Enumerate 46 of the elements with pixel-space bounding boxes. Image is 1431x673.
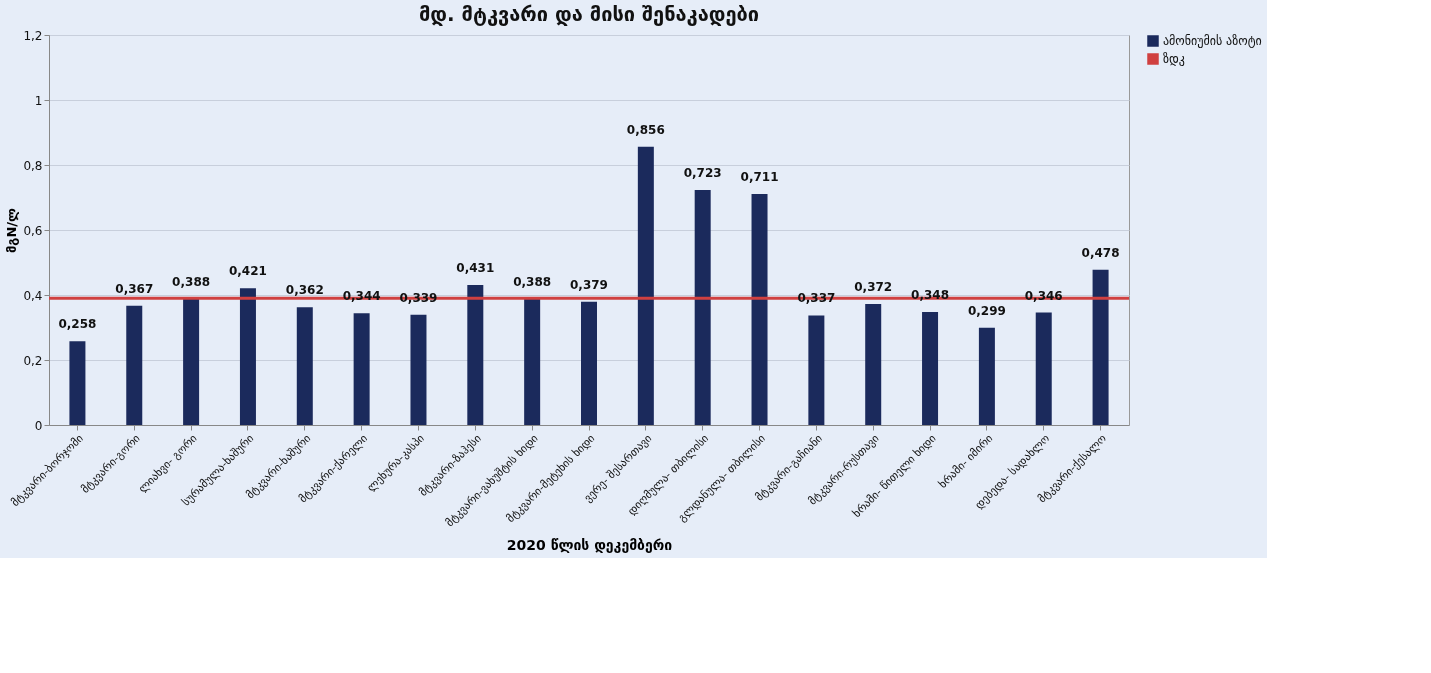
- y-tick-label: 1,2: [23, 28, 43, 43]
- data-label: 0,258: [58, 317, 97, 332]
- bar: [922, 311, 939, 425]
- y-tick-label: 0: [34, 418, 43, 433]
- data-label: 0,856: [626, 122, 665, 137]
- y-tick-label: 0,6: [23, 223, 43, 238]
- data-label: 0,367: [115, 281, 154, 296]
- data-label: 0,421: [228, 264, 267, 279]
- bar: [808, 315, 825, 425]
- legend-label: ამონიუმის აზოტი: [1163, 34, 1262, 48]
- bar: [239, 288, 256, 425]
- y-tick-label: 0,2: [23, 353, 43, 368]
- data-label: 0,362: [285, 283, 324, 298]
- data-label: 0,299: [967, 303, 1006, 318]
- bar: [581, 301, 597, 425]
- bar: [353, 313, 370, 425]
- data-label: 0,723: [683, 166, 722, 181]
- chart-title: მდ. მტკვარი და მისი შენაკადები: [418, 2, 760, 26]
- bar: [694, 190, 711, 425]
- x-axis-title: 2020 წლის დეკემბერი: [506, 536, 673, 553]
- bar: [410, 314, 427, 425]
- bar: [978, 327, 995, 425]
- data-label: 0,431: [456, 260, 495, 275]
- y-axis-title: მგN/ლ: [4, 207, 20, 254]
- bar: [865, 304, 882, 425]
- data-label: 0,711: [740, 169, 779, 184]
- y-tick-label: 0,4: [23, 288, 43, 303]
- bar: [1035, 312, 1052, 425]
- y-tick-label: 1: [34, 93, 43, 108]
- bar: [637, 146, 654, 425]
- bar: [524, 298, 541, 425]
- data-label: 0,337: [797, 291, 836, 306]
- data-label: 0,379: [570, 277, 608, 292]
- data-label: 0,388: [172, 274, 211, 289]
- data-label: 0,478: [1081, 245, 1120, 260]
- y-tick-label: 0,8: [23, 158, 43, 173]
- bar: [69, 341, 86, 425]
- bar: [467, 284, 484, 425]
- bar: [126, 305, 143, 425]
- bar: [751, 193, 768, 425]
- data-label: 0,388: [513, 274, 552, 289]
- bar: [1092, 269, 1109, 425]
- legend-label: ზდკ: [1163, 52, 1185, 66]
- bar: [183, 298, 200, 425]
- data-label: 0,372: [854, 280, 893, 295]
- bar: [296, 307, 313, 425]
